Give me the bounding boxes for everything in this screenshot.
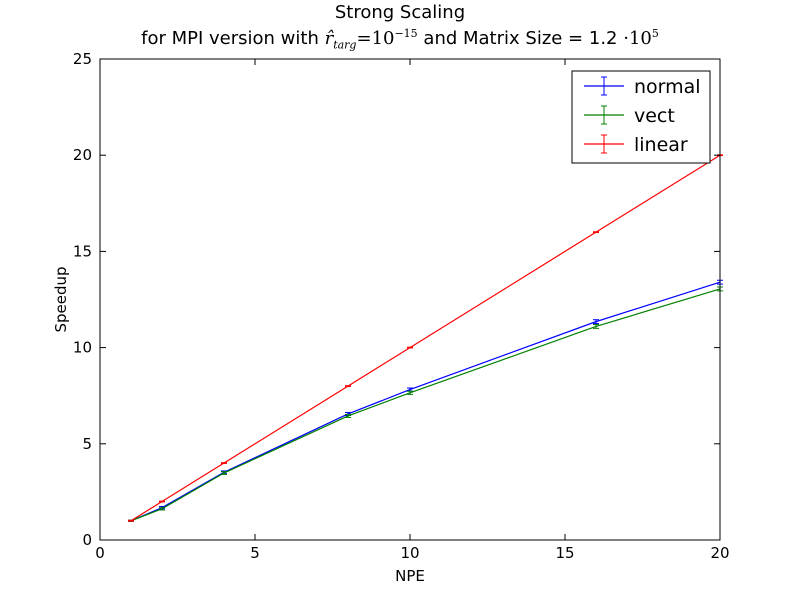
- data-point: [223, 472, 225, 474]
- legend-item-vect: vect: [584, 105, 675, 127]
- data-point: [161, 500, 163, 503]
- data-point: [130, 519, 132, 522]
- legend-label: linear: [634, 134, 688, 156]
- legend-item-normal: normal: [584, 76, 701, 98]
- subtitle-prefix: for MPI version with: [141, 28, 325, 49]
- legend-label: normal: [634, 76, 701, 98]
- y-tick-label: 5: [82, 435, 92, 453]
- data-point: [223, 462, 225, 464]
- data-point: [409, 388, 411, 391]
- legend-item-linear: linear: [584, 134, 688, 156]
- x-tick-label: 5: [250, 544, 260, 562]
- y-tick-label: 25: [73, 50, 92, 68]
- series-line-linear: [130, 154, 721, 522]
- series-line-normal: [130, 281, 721, 522]
- subtitle-middle: and Matrix Size = 1.2: [417, 28, 624, 49]
- data-point: [409, 346, 411, 349]
- chart-subtitle: for MPI version with r̂targ=10−15 and Ma…: [0, 27, 800, 52]
- subtitle-matrix-size: ·105: [623, 27, 659, 49]
- y-tick-label: 20: [73, 146, 92, 164]
- series-linear: [128, 154, 723, 522]
- series-normal: [128, 279, 723, 522]
- data-point: [347, 415, 349, 417]
- x-axis-label: NPE: [395, 567, 425, 585]
- x-tick-label: 15: [555, 544, 574, 562]
- data-point: [595, 231, 597, 233]
- data-point: [595, 320, 597, 323]
- legend-label: vect: [634, 105, 675, 127]
- y-tick-label: 10: [73, 339, 92, 357]
- y-tick-label: 15: [73, 242, 92, 260]
- series-line-vect: [130, 288, 721, 522]
- y-tick-label: 0: [82, 531, 92, 549]
- subtitle-r-target: r̂targ=10−15: [324, 27, 418, 52]
- x-tick-label: 20: [710, 544, 729, 562]
- data-point: [161, 508, 163, 510]
- legend: normal vect linear: [571, 70, 711, 164]
- data-point: [595, 325, 597, 328]
- data-point: [347, 385, 349, 387]
- x-tick-label: 0: [95, 544, 105, 562]
- chart-title: Strong Scaling: [334, 2, 466, 23]
- x-tick-label: 10: [400, 544, 419, 562]
- y-axis-label: Speedup: [52, 266, 70, 332]
- series-vect: [128, 286, 723, 522]
- data-point: [409, 392, 411, 394]
